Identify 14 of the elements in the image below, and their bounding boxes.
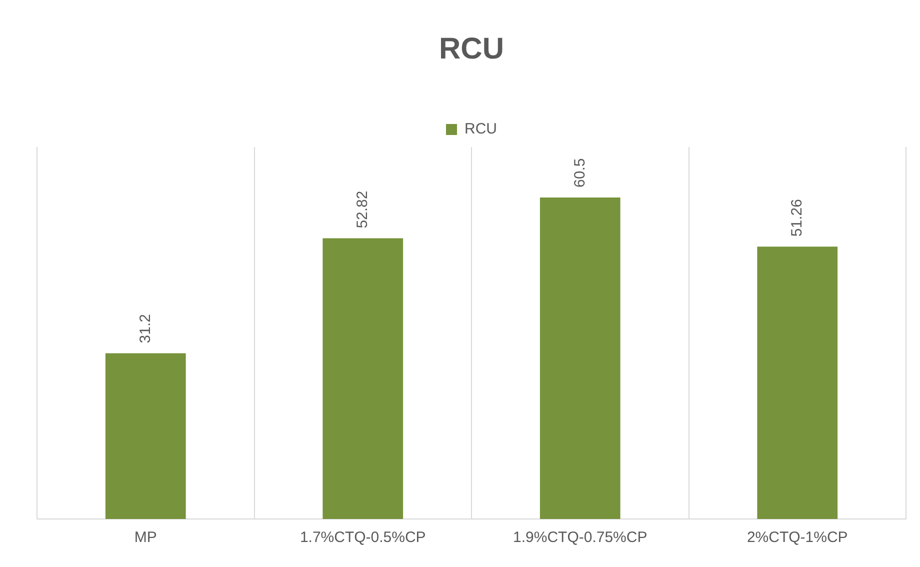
- data-label: 31.2: [136, 314, 154, 344]
- chart-title: RCU: [439, 32, 504, 66]
- bar: [105, 353, 186, 519]
- data-label: 52.82: [354, 190, 372, 228]
- data-label: 60.5: [571, 158, 588, 188]
- bar: [322, 238, 404, 519]
- x-tick-label: 1.7%CTQ-0.5%CP: [300, 529, 426, 546]
- bar: [757, 246, 838, 519]
- data-label: 51.26: [788, 199, 806, 237]
- x-tick-label: 2%CTQ-1%CP: [746, 529, 848, 546]
- x-tick-label: 1.9%CTQ-0.75%CP: [513, 529, 648, 546]
- bar: [540, 197, 620, 519]
- x-tick-label: MP: [134, 529, 157, 546]
- legend-label: RCU: [464, 120, 497, 138]
